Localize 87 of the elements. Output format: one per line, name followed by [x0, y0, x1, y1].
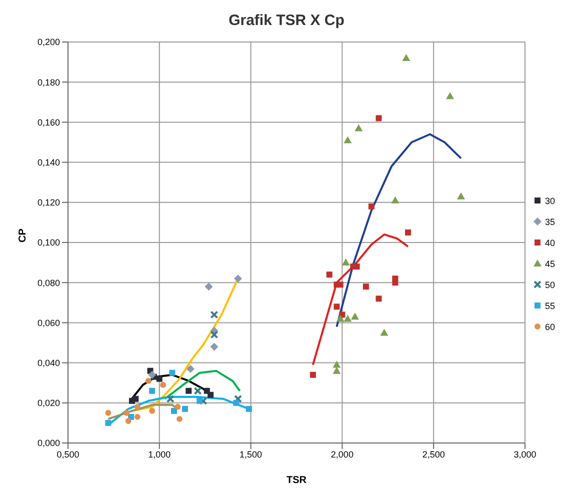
x-tick-label: 3,000 [514, 449, 536, 460]
chart-title: Grafik TSR X Cp [228, 11, 346, 31]
point [105, 420, 112, 426]
point [337, 282, 344, 288]
line-series [312, 233, 409, 366]
y-tick-label: 0,140 [37, 157, 60, 168]
point [350, 312, 359, 320]
point [186, 364, 194, 373]
legend-label: 40 [544, 238, 555, 248]
point [199, 396, 208, 405]
point [344, 136, 352, 144]
legend-label: 45 [544, 258, 555, 268]
y-tick-label: 0,180 [37, 77, 60, 88]
point [354, 124, 363, 132]
y-tick-label: 0,200 [37, 37, 60, 48]
point [310, 372, 316, 378]
point [204, 282, 213, 291]
legend-label: 50 [544, 280, 555, 290]
point [368, 203, 374, 210]
x-tick-label: 2,500 [422, 449, 445, 460]
y-tick-label: 0,160 [37, 117, 60, 128]
point [376, 115, 382, 122]
point [176, 416, 183, 422]
point [186, 388, 192, 394]
line-series [336, 133, 462, 328]
point [342, 258, 350, 266]
y-tick-label: 0,060 [37, 318, 60, 328]
x-tick-label: 2,000 [330, 449, 354, 460]
line-series [164, 370, 241, 400]
point [210, 310, 218, 319]
point [376, 296, 382, 302]
point [160, 382, 166, 388]
point [125, 418, 132, 424]
y-tick-label: 0,080 [37, 278, 60, 288]
point [148, 370, 156, 379]
point [149, 408, 156, 414]
point [123, 410, 130, 416]
point [362, 284, 369, 290]
legend-label: 60 [544, 322, 555, 332]
point [208, 392, 214, 398]
point [391, 196, 400, 204]
point [344, 314, 352, 322]
point [332, 366, 341, 374]
point [234, 274, 242, 283]
point [134, 414, 140, 420]
x-tick-label: 0,500 [56, 449, 80, 460]
point [380, 328, 388, 336]
y-tick-label: 0,120 [37, 198, 60, 208]
legend-label: 30 [544, 196, 555, 206]
point [182, 406, 188, 412]
y-axis-title: CP [18, 228, 29, 242]
point [332, 360, 341, 368]
point [149, 388, 156, 394]
point [174, 404, 181, 410]
point [234, 394, 242, 403]
y-tick-label: 0,040 [37, 358, 60, 368]
y-tick-label: 0,020 [37, 398, 60, 408]
point [402, 54, 410, 62]
y-tick-label: 0,000 [37, 438, 60, 448]
point [166, 394, 174, 403]
x-tick-label: 1,500 [240, 449, 262, 460]
legend-label: 35 [544, 216, 555, 226]
point [105, 410, 112, 416]
point [210, 330, 218, 339]
point [132, 396, 139, 402]
point [156, 376, 162, 382]
point [246, 406, 252, 412]
point [446, 92, 454, 100]
x-axis-title: TSR [286, 475, 308, 486]
point [233, 400, 240, 406]
point [404, 229, 411, 236]
point [210, 342, 218, 351]
point [392, 280, 398, 286]
legend-label: 55 [544, 300, 555, 310]
point [457, 192, 466, 200]
point [194, 386, 202, 395]
point [169, 370, 176, 376]
point [354, 264, 360, 270]
x-tick-label: 1,000 [148, 449, 171, 460]
point [196, 398, 203, 404]
point [336, 314, 344, 322]
point [326, 272, 332, 278]
point [171, 408, 178, 414]
point [334, 304, 340, 310]
point [134, 404, 140, 410]
y-tick-label: 0,100 [37, 238, 60, 248]
point [145, 378, 152, 384]
